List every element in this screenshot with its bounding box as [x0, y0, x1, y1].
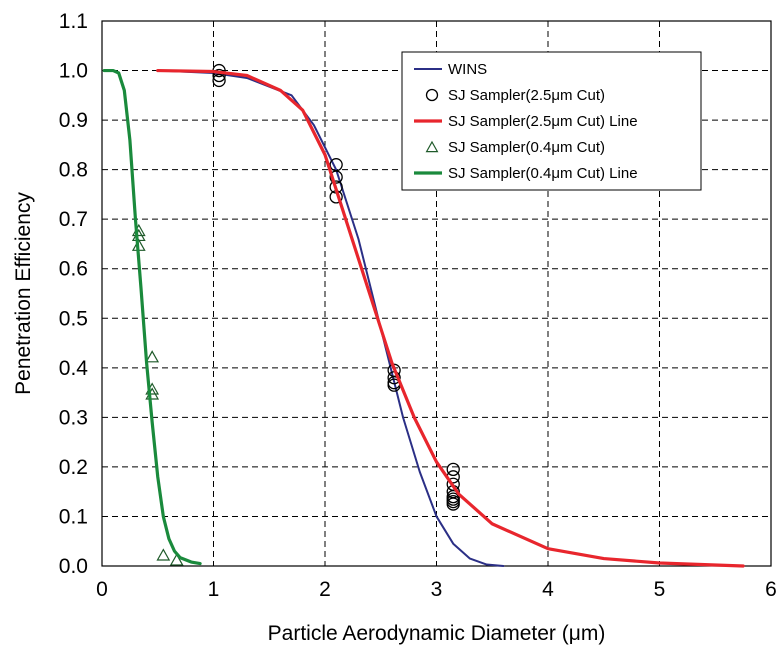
data-point [329, 170, 343, 184]
legend-label: SJ Sampler(0.4μm Cut) Line [448, 165, 638, 182]
data-point [169, 553, 184, 566]
x-tick-label: 3 [431, 578, 443, 601]
legend: WINS SJ Sampler(2.5μm Cut) SJ Sampler(2.5μ… [401, 51, 702, 191]
legend-circle-swatch [425, 88, 439, 102]
tick-labels: 0 1 2 3 4 5 6 0.0 0.1 0.2 0.3 0.4 0.5 0.6 0.7 0.8 0.9 1.0… [59, 10, 777, 601]
legend-box [401, 51, 702, 191]
legend-label: SJ Sampler(2.5μm Cut) [448, 87, 605, 104]
legend-item: WINS [414, 61, 487, 78]
x-tick-label: 2 [319, 578, 331, 601]
y-tick-label: 0.4 [59, 357, 89, 380]
legend-label: SJ Sampler(2.5μm Cut) Line [448, 113, 638, 130]
data-point [212, 73, 226, 88]
y-tick-label: 0.0 [59, 555, 88, 578]
y-tick-label: 1.0 [59, 60, 88, 83]
y-tick-label: 0.6 [59, 258, 88, 281]
y-tick-label: 1.1 [59, 10, 88, 33]
x-tick-label: 4 [542, 578, 554, 601]
series-layer [102, 63, 745, 568]
x-tick-label: 0 [96, 578, 108, 601]
legend-label: WINS [448, 61, 487, 78]
y-axis-title: Penetration Efficiency [12, 192, 35, 395]
y-tick-label: 0.3 [59, 406, 88, 429]
legend-label: SJ Sampler(0.4μm Cut) [448, 139, 605, 156]
series-2 [156, 68, 745, 568]
series-line [156, 68, 745, 568]
legend-item: SJ Sampler(0.4μm Cut) [425, 139, 605, 156]
data-point [156, 548, 171, 561]
legend-item: SJ Sampler(2.5μm Cut) [425, 87, 605, 104]
legend-triangle-swatch [425, 140, 439, 153]
legend-item: SJ Sampler(0.4μm Cut) Line [414, 165, 638, 182]
x-tick-label: 6 [765, 578, 777, 601]
y-tick-label: 0.7 [59, 208, 88, 231]
y-tick-label: 0.5 [59, 307, 88, 330]
data-point [145, 350, 160, 363]
x-tick-label: 1 [208, 578, 220, 601]
x-axis-title: Particle Aerodynamic Diameter (μm) [268, 622, 606, 645]
data-point [446, 462, 460, 477]
y-tick-label: 0.1 [59, 505, 88, 528]
series-line [102, 68, 202, 566]
plot-frame [101, 20, 772, 567]
series-4 [102, 68, 202, 566]
y-tick-label: 0.2 [59, 456, 88, 479]
data-point [212, 68, 226, 83]
legend-item: SJ Sampler(2.5μm Cut) Line [414, 113, 638, 130]
y-tick-label: 0.8 [59, 159, 88, 182]
x-tick-label: 5 [654, 578, 666, 601]
y-tick-label: 0.9 [59, 109, 88, 132]
data-point [446, 497, 460, 511]
